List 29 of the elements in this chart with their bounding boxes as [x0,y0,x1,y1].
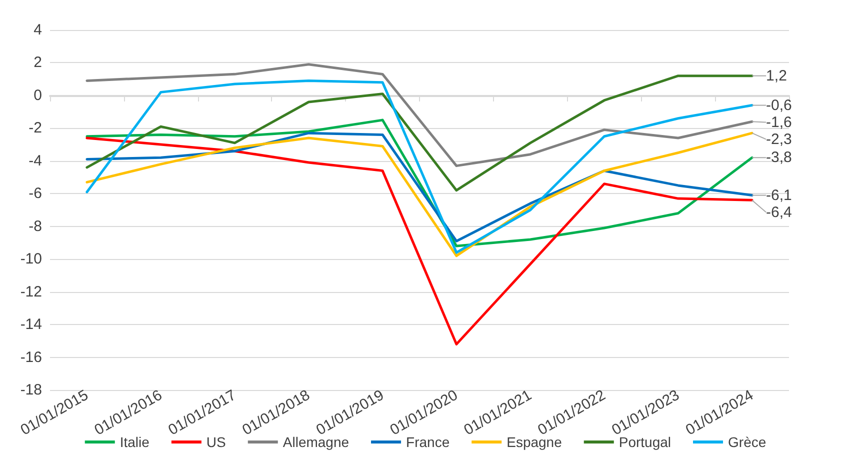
data-label: -6,4 [766,204,792,221]
data-label: 1,2 [766,67,787,84]
legend-label: Portugal [618,434,672,450]
legend-label: Espagne [506,434,562,450]
legend-label: Grèce [728,434,766,450]
y-tick-label: -8 [28,218,42,235]
legend-label: Allemagne [282,434,350,450]
y-tick-label: -4 [28,152,42,170]
data-label: -1,6 [766,114,792,131]
legend-label: US [206,434,226,450]
legend-label: Italie [120,434,150,450]
y-tick-label: 2 [34,54,42,72]
line-series [86,74,754,192]
data-label: -3,8 [766,149,792,166]
legend-label: France [406,434,450,450]
data-label: -0,6 [766,96,792,114]
data-label: -6,1 [766,186,792,204]
line-series [86,63,754,168]
y-tick-label: -10 [20,250,42,268]
y-tick-label: -6 [28,185,42,202]
y-tick-label: -14 [20,316,42,334]
y-tick-label: -12 [20,283,42,300]
y-tick-label: 0 [34,86,42,104]
y-tick-label: -2 [28,120,42,137]
data-label: -2,3 [766,130,792,148]
y-tick-label: -16 [20,348,42,366]
line-series [86,136,754,346]
y-tick-label: 4 [34,22,42,38]
line-series [86,79,754,254]
